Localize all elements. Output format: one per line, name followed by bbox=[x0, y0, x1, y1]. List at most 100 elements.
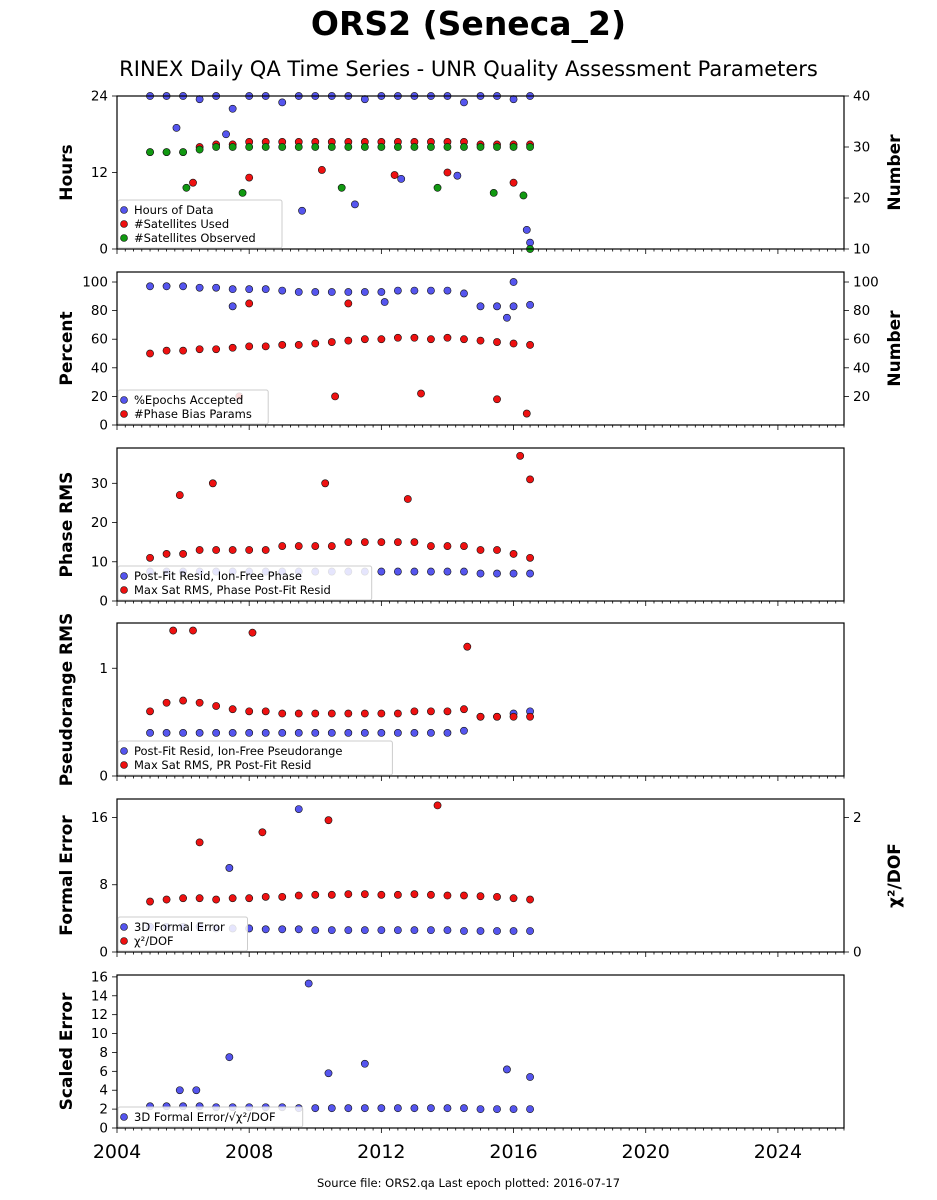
data-point bbox=[509, 278, 518, 286]
data-point bbox=[393, 333, 402, 342]
series-3 bbox=[146, 143, 534, 253]
y2-axis-label: Number bbox=[885, 310, 905, 387]
data-point bbox=[245, 707, 254, 716]
data-point bbox=[311, 729, 320, 737]
data-point bbox=[410, 567, 419, 576]
data-point bbox=[245, 894, 254, 903]
plot-frame bbox=[116, 271, 845, 426]
y-axis-label: Scaled Error bbox=[57, 992, 77, 1110]
data-point bbox=[443, 729, 452, 737]
y-tick-label: 8 bbox=[99, 877, 108, 893]
data-point bbox=[393, 286, 402, 295]
data-point bbox=[427, 729, 435, 737]
data-point bbox=[228, 302, 237, 311]
legend-box bbox=[117, 389, 269, 425]
y2-tick-label: 2 bbox=[853, 810, 862, 826]
y-axis-label: Percent bbox=[57, 311, 77, 385]
data-point bbox=[195, 729, 204, 737]
legend-box bbox=[117, 565, 373, 601]
legend-marker bbox=[120, 1113, 128, 1121]
data-point bbox=[179, 894, 187, 903]
y-tick-label: 16 bbox=[91, 810, 108, 826]
data-point bbox=[509, 1105, 518, 1114]
data-point bbox=[327, 1104, 336, 1113]
data-point bbox=[509, 894, 518, 903]
y2-tick-label: 20 bbox=[853, 191, 870, 207]
data-point bbox=[493, 1105, 501, 1114]
data-point bbox=[417, 389, 425, 398]
data-point bbox=[162, 698, 171, 707]
data-point bbox=[460, 705, 468, 714]
legend: Hours of Data#Satellites Used#Satellites… bbox=[117, 199, 283, 249]
data-point bbox=[294, 925, 303, 934]
data-point bbox=[189, 178, 197, 187]
data-point bbox=[294, 143, 303, 151]
data-point bbox=[278, 729, 287, 737]
data-point bbox=[304, 979, 313, 988]
data-point bbox=[522, 225, 531, 234]
data-point bbox=[146, 897, 154, 906]
data-point bbox=[393, 143, 402, 151]
data-point bbox=[228, 343, 237, 352]
data-point bbox=[476, 336, 485, 345]
data-point bbox=[327, 926, 336, 935]
y-tick-label: 10 bbox=[91, 1026, 108, 1042]
data-point bbox=[195, 145, 204, 154]
data-point bbox=[258, 828, 267, 837]
data-point bbox=[393, 729, 402, 737]
data-point bbox=[228, 546, 237, 554]
legend-box bbox=[117, 1106, 304, 1128]
data-point bbox=[509, 95, 518, 104]
y-tick-label: 24 bbox=[91, 89, 108, 105]
x-tick-label: 2024 bbox=[754, 1141, 802, 1163]
y-tick-label: 60 bbox=[91, 332, 108, 348]
data-point bbox=[195, 345, 204, 354]
data-point bbox=[427, 542, 435, 550]
legend-marker bbox=[120, 937, 128, 945]
data-point bbox=[360, 926, 369, 935]
plot-frame bbox=[116, 95, 845, 250]
data-point bbox=[393, 567, 402, 576]
data-point bbox=[493, 546, 501, 554]
data-point bbox=[311, 542, 320, 550]
data-point bbox=[179, 282, 187, 291]
series-2 bbox=[146, 137, 534, 187]
data-point bbox=[179, 550, 187, 558]
data-point bbox=[162, 148, 171, 156]
panel-2: 0 20 40 60 80 100 20 40 60 80 100 Percent Number %Epo… bbox=[57, 271, 905, 434]
data-point bbox=[212, 546, 221, 554]
y-tick-label: 0 bbox=[99, 945, 108, 961]
data-point bbox=[460, 1104, 468, 1113]
data-point bbox=[146, 707, 154, 716]
data-point bbox=[526, 712, 534, 721]
data-point bbox=[427, 1104, 435, 1113]
data-point bbox=[195, 546, 204, 554]
data-point bbox=[377, 729, 386, 737]
data-point bbox=[526, 475, 534, 484]
data-point bbox=[327, 729, 336, 737]
data-point bbox=[526, 300, 534, 309]
data-point bbox=[261, 285, 270, 294]
data-point bbox=[344, 709, 353, 718]
data-point bbox=[146, 148, 154, 156]
legend-label: #Satellites Observed bbox=[134, 231, 256, 245]
y-tick-label: 12 bbox=[91, 165, 108, 181]
data-point bbox=[344, 336, 353, 345]
y-tick-label: 4 bbox=[99, 1083, 108, 1099]
data-point bbox=[179, 148, 187, 156]
data-point bbox=[327, 542, 336, 550]
y-tick-label: 30 bbox=[91, 476, 108, 492]
data-point bbox=[294, 288, 303, 296]
data-point bbox=[324, 1069, 333, 1078]
data-point bbox=[393, 890, 402, 899]
data-point bbox=[377, 288, 386, 296]
legend: 3D Formal Error/√χ²/DOF bbox=[117, 1106, 304, 1128]
y2-tick-label: 20 bbox=[853, 389, 870, 405]
data-point bbox=[228, 729, 237, 737]
data-point bbox=[321, 479, 330, 488]
y2-tick-label: 10 bbox=[853, 242, 870, 258]
data-point bbox=[294, 729, 303, 737]
x-tick-label: 2004 bbox=[93, 1141, 141, 1163]
